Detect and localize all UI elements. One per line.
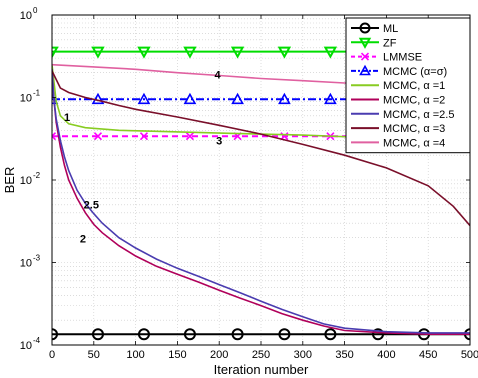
- series-6: [52, 69, 470, 334]
- annotations: 1 2 2.5 3 4: [64, 69, 222, 245]
- series-marker: [91, 46, 105, 59]
- series-marker: [278, 92, 291, 105]
- series-marker: [183, 92, 197, 105]
- series-marker: [183, 328, 196, 341]
- series-line: [52, 64, 470, 141]
- series-marker: [139, 132, 149, 141]
- y-tick-exponent: -3: [33, 254, 41, 263]
- legend-item: LMMSE: [351, 52, 422, 64]
- series-line: [52, 69, 470, 335]
- legend: ML ZF LMMSE MCMC (α=σ) MCMC, α =1 MCMC, α =2 M…: [345, 17, 471, 154]
- series-marker: [52, 328, 58, 341]
- legend-item: MCMC, α =3: [351, 123, 445, 135]
- series-marker: [360, 52, 370, 61]
- x-tick-label: 400: [377, 349, 395, 361]
- y-tick-exponent: -1: [33, 89, 41, 98]
- y-tick-exponent: -4: [33, 336, 41, 345]
- series-marker: [359, 64, 371, 76]
- x-tick-label: 100: [126, 349, 144, 361]
- series-marker: [372, 328, 385, 341]
- legend-label: MCMC, α =4: [383, 137, 445, 149]
- series-4: [52, 64, 470, 141]
- ticks: 0 50 100 150 200 250 300 350 400 450 50010-410-310…: [20, 6, 478, 361]
- legend-label: MCMC (α=σ): [383, 66, 447, 78]
- x-tick-label: 500: [461, 349, 478, 361]
- y-tick-label: 10: [20, 93, 32, 105]
- series-marker: [91, 92, 105, 105]
- legend-label: MCMC, α =2: [383, 95, 445, 107]
- legend-label: ML: [383, 23, 398, 35]
- series-marker: [183, 46, 197, 59]
- x-tick-label: 250: [252, 349, 270, 361]
- x-tick-label: 450: [419, 349, 437, 361]
- series-7: [52, 70, 470, 227]
- y-tick-label: 10: [20, 175, 32, 187]
- series-marker: [231, 92, 244, 105]
- legend-label: MCMC, α =3: [383, 123, 445, 135]
- x-tick-label: 300: [294, 349, 312, 361]
- legend-label: LMMSE: [383, 52, 422, 64]
- series-marker: [323, 46, 338, 59]
- legend-item: ZF: [351, 37, 397, 49]
- legend-item: MCMC, α =2.5: [351, 109, 454, 121]
- series-marker: [324, 92, 337, 105]
- x-tick-label: 50: [88, 349, 100, 361]
- series-marker: [52, 46, 59, 59]
- series-marker: [93, 132, 103, 141]
- series-marker: [277, 46, 292, 59]
- series-marker: [91, 328, 104, 341]
- curve-annotation: 2.5: [84, 200, 99, 212]
- y-tick-label: 10: [20, 340, 32, 352]
- series-5: [52, 69, 470, 335]
- curve-annotation: 4: [214, 69, 221, 81]
- y-axis-label: BER: [2, 167, 17, 194]
- series-marker: [278, 328, 291, 341]
- y-tick-exponent: -2: [33, 171, 41, 180]
- legend-item: MCMC, α =4: [351, 137, 445, 149]
- legend-item: MCMC, α =2: [351, 95, 445, 107]
- legend-item: MCMC, α =1: [351, 80, 445, 92]
- x-tick-label: 150: [168, 349, 186, 361]
- series-marker: [230, 46, 245, 59]
- legend-item: ML: [351, 22, 398, 35]
- series-marker: [137, 46, 151, 59]
- x-axis-label: Iteration number: [214, 362, 309, 377]
- series-line: [52, 69, 470, 334]
- series-marker: [358, 37, 372, 49]
- x-tick-label: 0: [49, 349, 55, 361]
- legend-label: MCMC, α =1: [383, 80, 445, 92]
- legend-label: ZF: [383, 37, 397, 49]
- series-line: [52, 70, 470, 227]
- series-marker: [359, 22, 371, 34]
- series-marker: [185, 132, 195, 141]
- y-tick-label: 10: [20, 258, 32, 270]
- y-tick-exponent: 0: [33, 6, 38, 15]
- curve-annotation: 1: [64, 112, 70, 124]
- legend-label: MCMC, α =2.5: [383, 109, 454, 121]
- x-tick-label: 200: [210, 349, 228, 361]
- legend-item: MCMC (α=σ): [351, 64, 447, 78]
- y-tick-label: 10: [20, 10, 32, 22]
- curve-annotation: 2: [80, 233, 86, 245]
- series-marker: [324, 328, 337, 341]
- series-marker: [137, 92, 151, 105]
- series-marker: [137, 328, 150, 341]
- series-marker: [231, 328, 244, 341]
- series-marker: [52, 132, 57, 141]
- x-tick-label: 350: [335, 349, 353, 361]
- curve-annotation: 3: [216, 135, 222, 147]
